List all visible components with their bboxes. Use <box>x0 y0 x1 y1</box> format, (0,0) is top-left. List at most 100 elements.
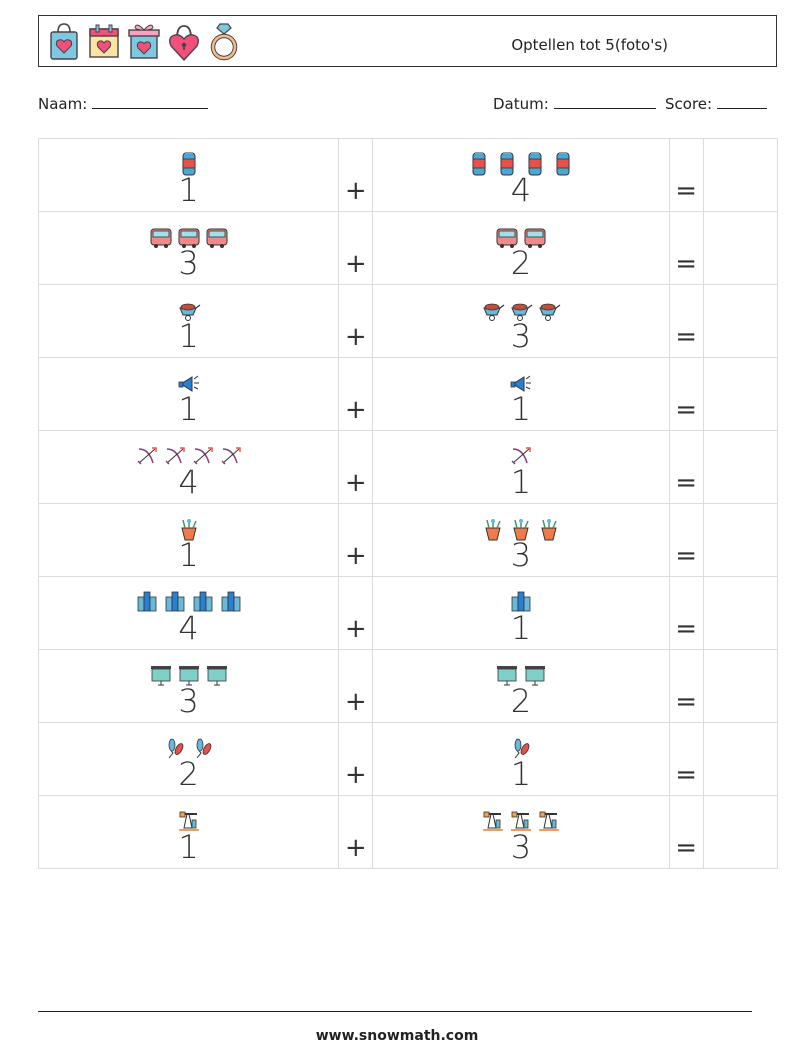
table-row: 1 +4 = <box>37 138 779 212</box>
score-label: Score: <box>665 95 713 113</box>
table-row: 1 +3 = <box>37 795 779 869</box>
shopping-bag-heart-icon <box>50 23 78 60</box>
answer-cell[interactable] <box>702 503 779 577</box>
second-addend-cell: 1 <box>372 722 670 796</box>
plus-sign: + <box>344 322 367 352</box>
page-title: Optellen tot 5(foto's) <box>511 36 668 54</box>
addend-number: 1 <box>510 390 532 428</box>
equals-sign: = <box>675 760 697 790</box>
first-addend-cell: 3 <box>37 211 340 285</box>
addend: 4 <box>39 431 338 503</box>
plus-cell: + <box>338 576 374 650</box>
addend: 3 <box>39 212 338 284</box>
addend: 1 <box>373 358 668 430</box>
plus-cell: + <box>338 722 374 796</box>
plus-sign: + <box>344 468 367 498</box>
plus-sign: + <box>344 687 367 717</box>
addend: 2 <box>373 650 668 722</box>
score-blank <box>716 94 767 109</box>
plus-sign: + <box>344 249 367 279</box>
table-row: 1 +3 = <box>37 284 779 358</box>
answer-cell[interactable] <box>702 357 779 431</box>
second-addend-cell: 1 <box>372 357 670 431</box>
addend: 1 <box>373 431 668 503</box>
first-addend-cell: 4 <box>37 430 340 504</box>
second-addend-cell: 3 <box>372 284 670 358</box>
footer-divider <box>38 1011 752 1012</box>
addend-number: 2 <box>510 682 532 720</box>
first-addend-cell: 1 <box>37 284 340 358</box>
answer-cell[interactable] <box>702 430 779 504</box>
addend-number: 3 <box>510 317 532 355</box>
equals-sign: = <box>675 614 697 644</box>
date-blank <box>553 94 656 109</box>
plus-cell: + <box>338 284 374 358</box>
table-row: 3 +2 = <box>37 211 779 285</box>
calendar-heart-icon <box>89 24 119 58</box>
date-label: Datum: <box>493 95 549 113</box>
addend-number: 1 <box>178 317 199 355</box>
addend-number: 1 <box>178 828 199 866</box>
table-row: 3 +2 = <box>37 649 779 723</box>
addend: 1 <box>39 796 338 868</box>
plus-sign: + <box>344 614 367 644</box>
addend: 1 <box>373 577 668 649</box>
equals-sign: = <box>675 395 697 425</box>
first-addend-cell: 2 <box>37 722 340 796</box>
addend: 1 <box>39 504 338 576</box>
second-addend-cell: 3 <box>372 795 670 869</box>
answer-cell[interactable] <box>702 138 779 212</box>
plus-cell: + <box>338 795 374 869</box>
name-blank <box>92 94 209 109</box>
equals-cell: = <box>668 503 704 577</box>
plus-cell: + <box>338 649 374 723</box>
first-addend-cell: 1 <box>37 795 340 869</box>
first-addend-cell: 3 <box>37 649 340 723</box>
plus-sign: + <box>344 541 367 571</box>
answer-cell[interactable] <box>702 795 779 869</box>
plus-cell: + <box>338 138 374 212</box>
addend: 2 <box>39 723 338 795</box>
addend: 3 <box>373 504 668 576</box>
plus-sign: + <box>344 760 367 790</box>
addend: 1 <box>39 285 338 357</box>
score-field: Score: <box>665 94 767 113</box>
equals-sign: = <box>675 687 697 717</box>
addend: 3 <box>373 796 668 868</box>
answer-cell[interactable] <box>702 576 779 650</box>
answer-cell[interactable] <box>702 649 779 723</box>
first-addend-cell: 1 <box>37 138 340 212</box>
second-addend-cell: 3 <box>372 503 670 577</box>
plus-sign: + <box>344 833 367 863</box>
addend-number: 3 <box>510 536 532 574</box>
table-row: 4 +1 = <box>37 576 779 650</box>
first-addend-cell: 4 <box>37 576 340 650</box>
equals-cell: = <box>668 430 704 504</box>
table-row: 2 +1 = <box>37 722 779 796</box>
second-addend-cell: 4 <box>372 138 670 212</box>
equals-cell: = <box>668 357 704 431</box>
second-addend-cell: 1 <box>372 430 670 504</box>
first-addend-cell: 1 <box>37 357 340 431</box>
answer-cell[interactable] <box>702 722 779 796</box>
equals-sign: = <box>675 833 697 863</box>
equals-sign: = <box>675 541 697 571</box>
equals-sign: = <box>675 249 697 279</box>
second-addend-cell: 1 <box>372 576 670 650</box>
equals-sign: = <box>675 322 697 352</box>
addend-number: 3 <box>510 828 532 866</box>
equals-cell: = <box>668 649 704 723</box>
table-row: 1 +1 = <box>37 357 779 431</box>
addend-number: 3 <box>178 244 199 282</box>
answer-cell[interactable] <box>702 284 779 358</box>
addend-number: 1 <box>178 390 199 428</box>
equals-sign: = <box>675 468 697 498</box>
addend: 1 <box>39 358 338 430</box>
answer-cell[interactable] <box>702 211 779 285</box>
addend-number: 4 <box>178 609 199 647</box>
equals-cell: = <box>668 138 704 212</box>
plus-cell: + <box>338 430 374 504</box>
addend: 3 <box>373 285 668 357</box>
addend-number: 4 <box>510 171 532 209</box>
heart-lock-icon <box>169 25 199 61</box>
